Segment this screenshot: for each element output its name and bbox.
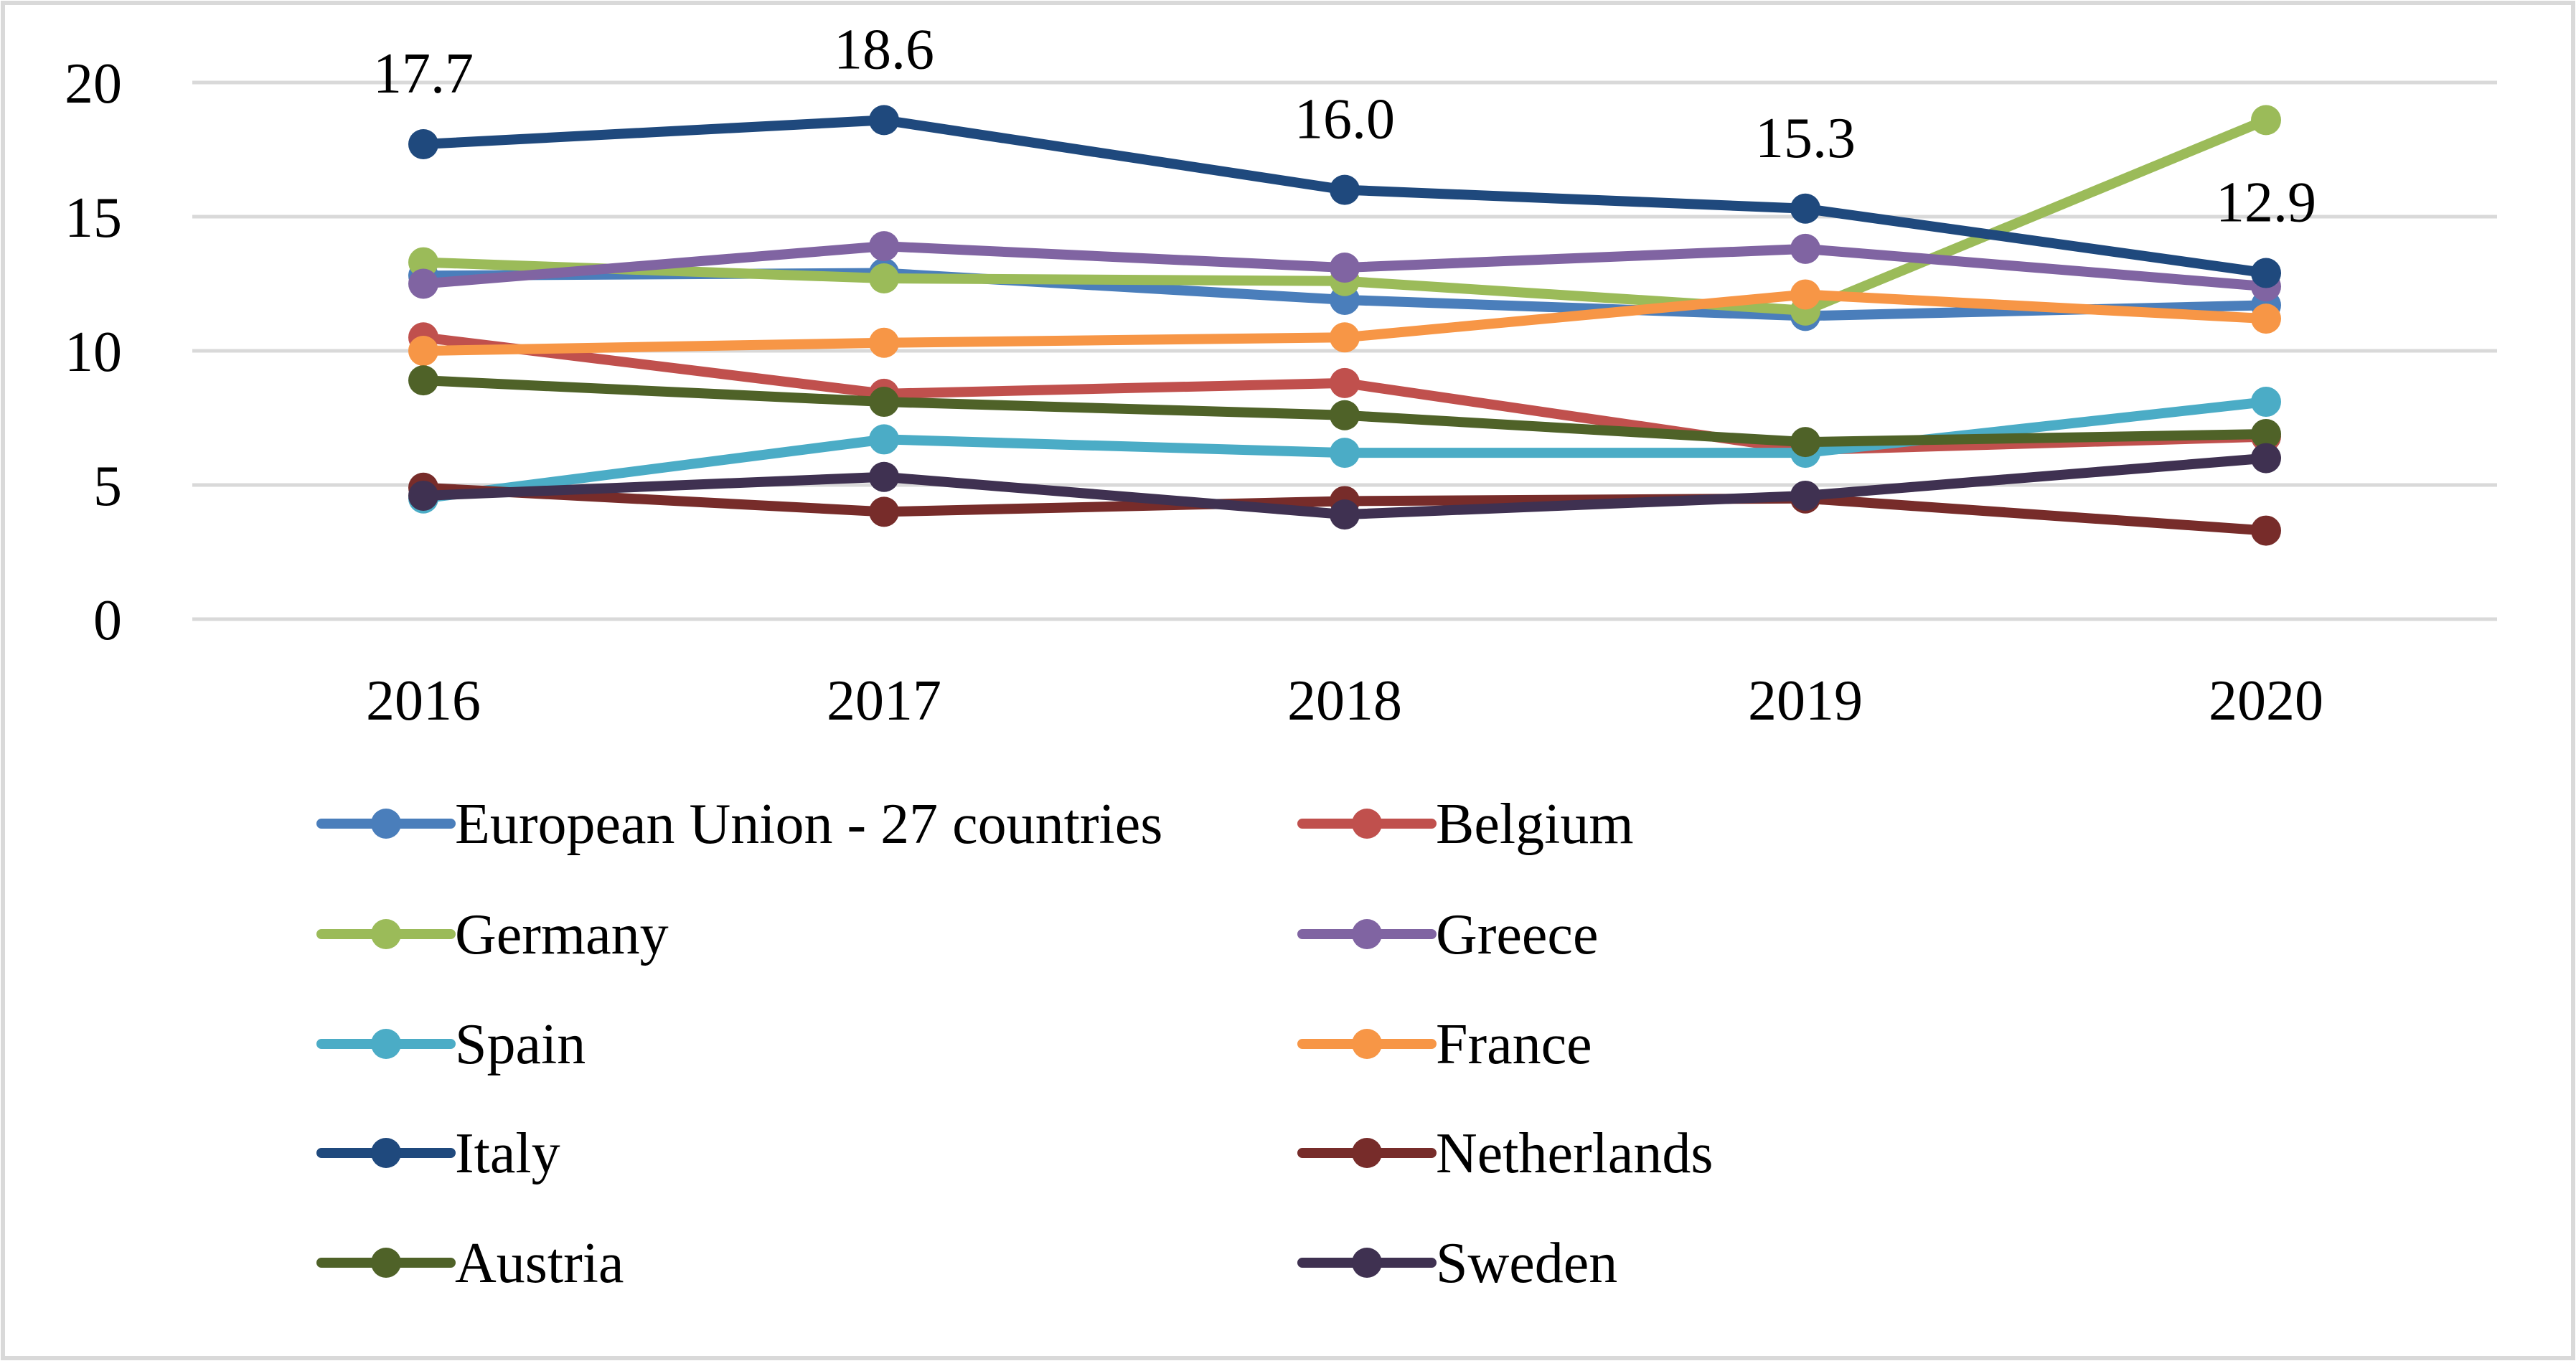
legend-label: Italy xyxy=(455,1122,560,1185)
data-point xyxy=(869,496,899,527)
legend-item: Italy xyxy=(316,1122,560,1185)
y-tick-label: 5 xyxy=(93,455,122,518)
data-point xyxy=(408,268,438,299)
data-label: 16.0 xyxy=(1294,88,1395,151)
data-point xyxy=(1330,322,1360,353)
data-point xyxy=(408,480,438,511)
legend-swatch-marker xyxy=(371,1248,401,1278)
legend-label: European Union - 27 countries xyxy=(455,793,1162,856)
legend-swatch-marker xyxy=(1352,919,1382,949)
data-point xyxy=(1790,279,1820,310)
legend-label: Greece xyxy=(1436,903,1598,966)
data-label: 15.3 xyxy=(1755,107,1856,170)
legend-label: Belgium xyxy=(1436,793,1634,856)
data-label: 17.7 xyxy=(373,42,474,105)
y-tick-label: 10 xyxy=(65,321,122,384)
legend-label: Spain xyxy=(455,1013,586,1076)
legend-swatch-marker xyxy=(371,809,401,839)
data-point xyxy=(869,461,899,492)
series-austria xyxy=(408,365,2281,458)
legend-label: Austria xyxy=(455,1232,624,1295)
y-tick-label: 0 xyxy=(93,589,122,652)
legend-item: European Union - 27 countries xyxy=(316,793,1162,856)
axis-layer: 0 5 10 15 20 2016 2017 2018 2019 2020 xyxy=(65,52,2323,733)
legend-label: Germany xyxy=(455,903,669,966)
data-point xyxy=(1330,174,1360,205)
legend-swatch-marker xyxy=(371,919,401,949)
data-point xyxy=(1790,427,1820,458)
legend-swatch-marker xyxy=(1352,1138,1382,1168)
legend-swatch-marker xyxy=(371,1029,401,1059)
legend-swatch-marker xyxy=(371,1138,401,1168)
data-point xyxy=(2251,387,2281,418)
legend-item: Netherlands xyxy=(1297,1122,1714,1185)
series-greece xyxy=(408,231,2281,302)
x-tick-label: 2020 xyxy=(2209,669,2323,733)
data-point xyxy=(869,105,899,136)
data-point xyxy=(1330,438,1360,468)
y-tick-label: 20 xyxy=(65,52,122,116)
series-italy xyxy=(408,105,2281,288)
data-label: 12.9 xyxy=(2216,171,2316,235)
data-point xyxy=(869,231,899,262)
legend-item: Spain xyxy=(316,1013,586,1076)
data-point xyxy=(869,263,899,294)
data-point xyxy=(869,424,899,455)
data-point xyxy=(1790,193,1820,224)
data-point xyxy=(2251,258,2281,288)
data-point xyxy=(2251,515,2281,546)
x-tick-label: 2018 xyxy=(1287,669,1402,733)
legend-item: Belgium xyxy=(1297,793,1634,856)
x-tick-label: 2019 xyxy=(1748,669,1863,733)
legend: European Union - 27 countries Belgium Germ… xyxy=(316,793,1714,1295)
data-point xyxy=(1330,253,1360,283)
x-tick-label: 2017 xyxy=(827,669,941,733)
legend-item: Austria xyxy=(316,1232,624,1295)
legend-item: Greece xyxy=(1297,903,1598,966)
data-point xyxy=(2251,418,2281,449)
data-point xyxy=(408,336,438,366)
legend-item: Sweden xyxy=(1297,1232,1617,1295)
legend-label: France xyxy=(1436,1013,1592,1076)
data-point xyxy=(2251,443,2281,474)
data-label-layer: 17.7 18.6 16.0 15.3 12.9 xyxy=(373,18,2316,234)
data-point xyxy=(408,129,438,160)
data-point xyxy=(1790,233,1820,264)
x-tick-label: 2016 xyxy=(366,669,481,733)
data-point xyxy=(408,365,438,396)
data-point xyxy=(1790,480,1820,511)
data-point xyxy=(869,387,899,418)
legend-swatch-marker xyxy=(1352,809,1382,839)
data-point xyxy=(1330,400,1360,430)
data-point xyxy=(408,247,438,278)
data-point xyxy=(1330,367,1360,398)
legend-swatch-marker xyxy=(1352,1248,1382,1278)
y-tick-label: 15 xyxy=(65,187,122,250)
legend-label: Sweden xyxy=(1436,1232,1617,1295)
data-label: 18.6 xyxy=(834,18,934,81)
data-point xyxy=(2251,105,2281,136)
legend-item: France xyxy=(1297,1013,1592,1076)
legend-item: Germany xyxy=(316,903,669,966)
series-france xyxy=(408,279,2281,366)
series-layer xyxy=(408,105,2281,546)
data-point xyxy=(2251,303,2281,334)
legend-label: Netherlands xyxy=(1436,1122,1714,1185)
data-point xyxy=(1330,499,1360,530)
series-sweden xyxy=(408,443,2281,530)
data-point xyxy=(869,327,899,358)
legend-swatch-marker xyxy=(1352,1029,1382,1059)
